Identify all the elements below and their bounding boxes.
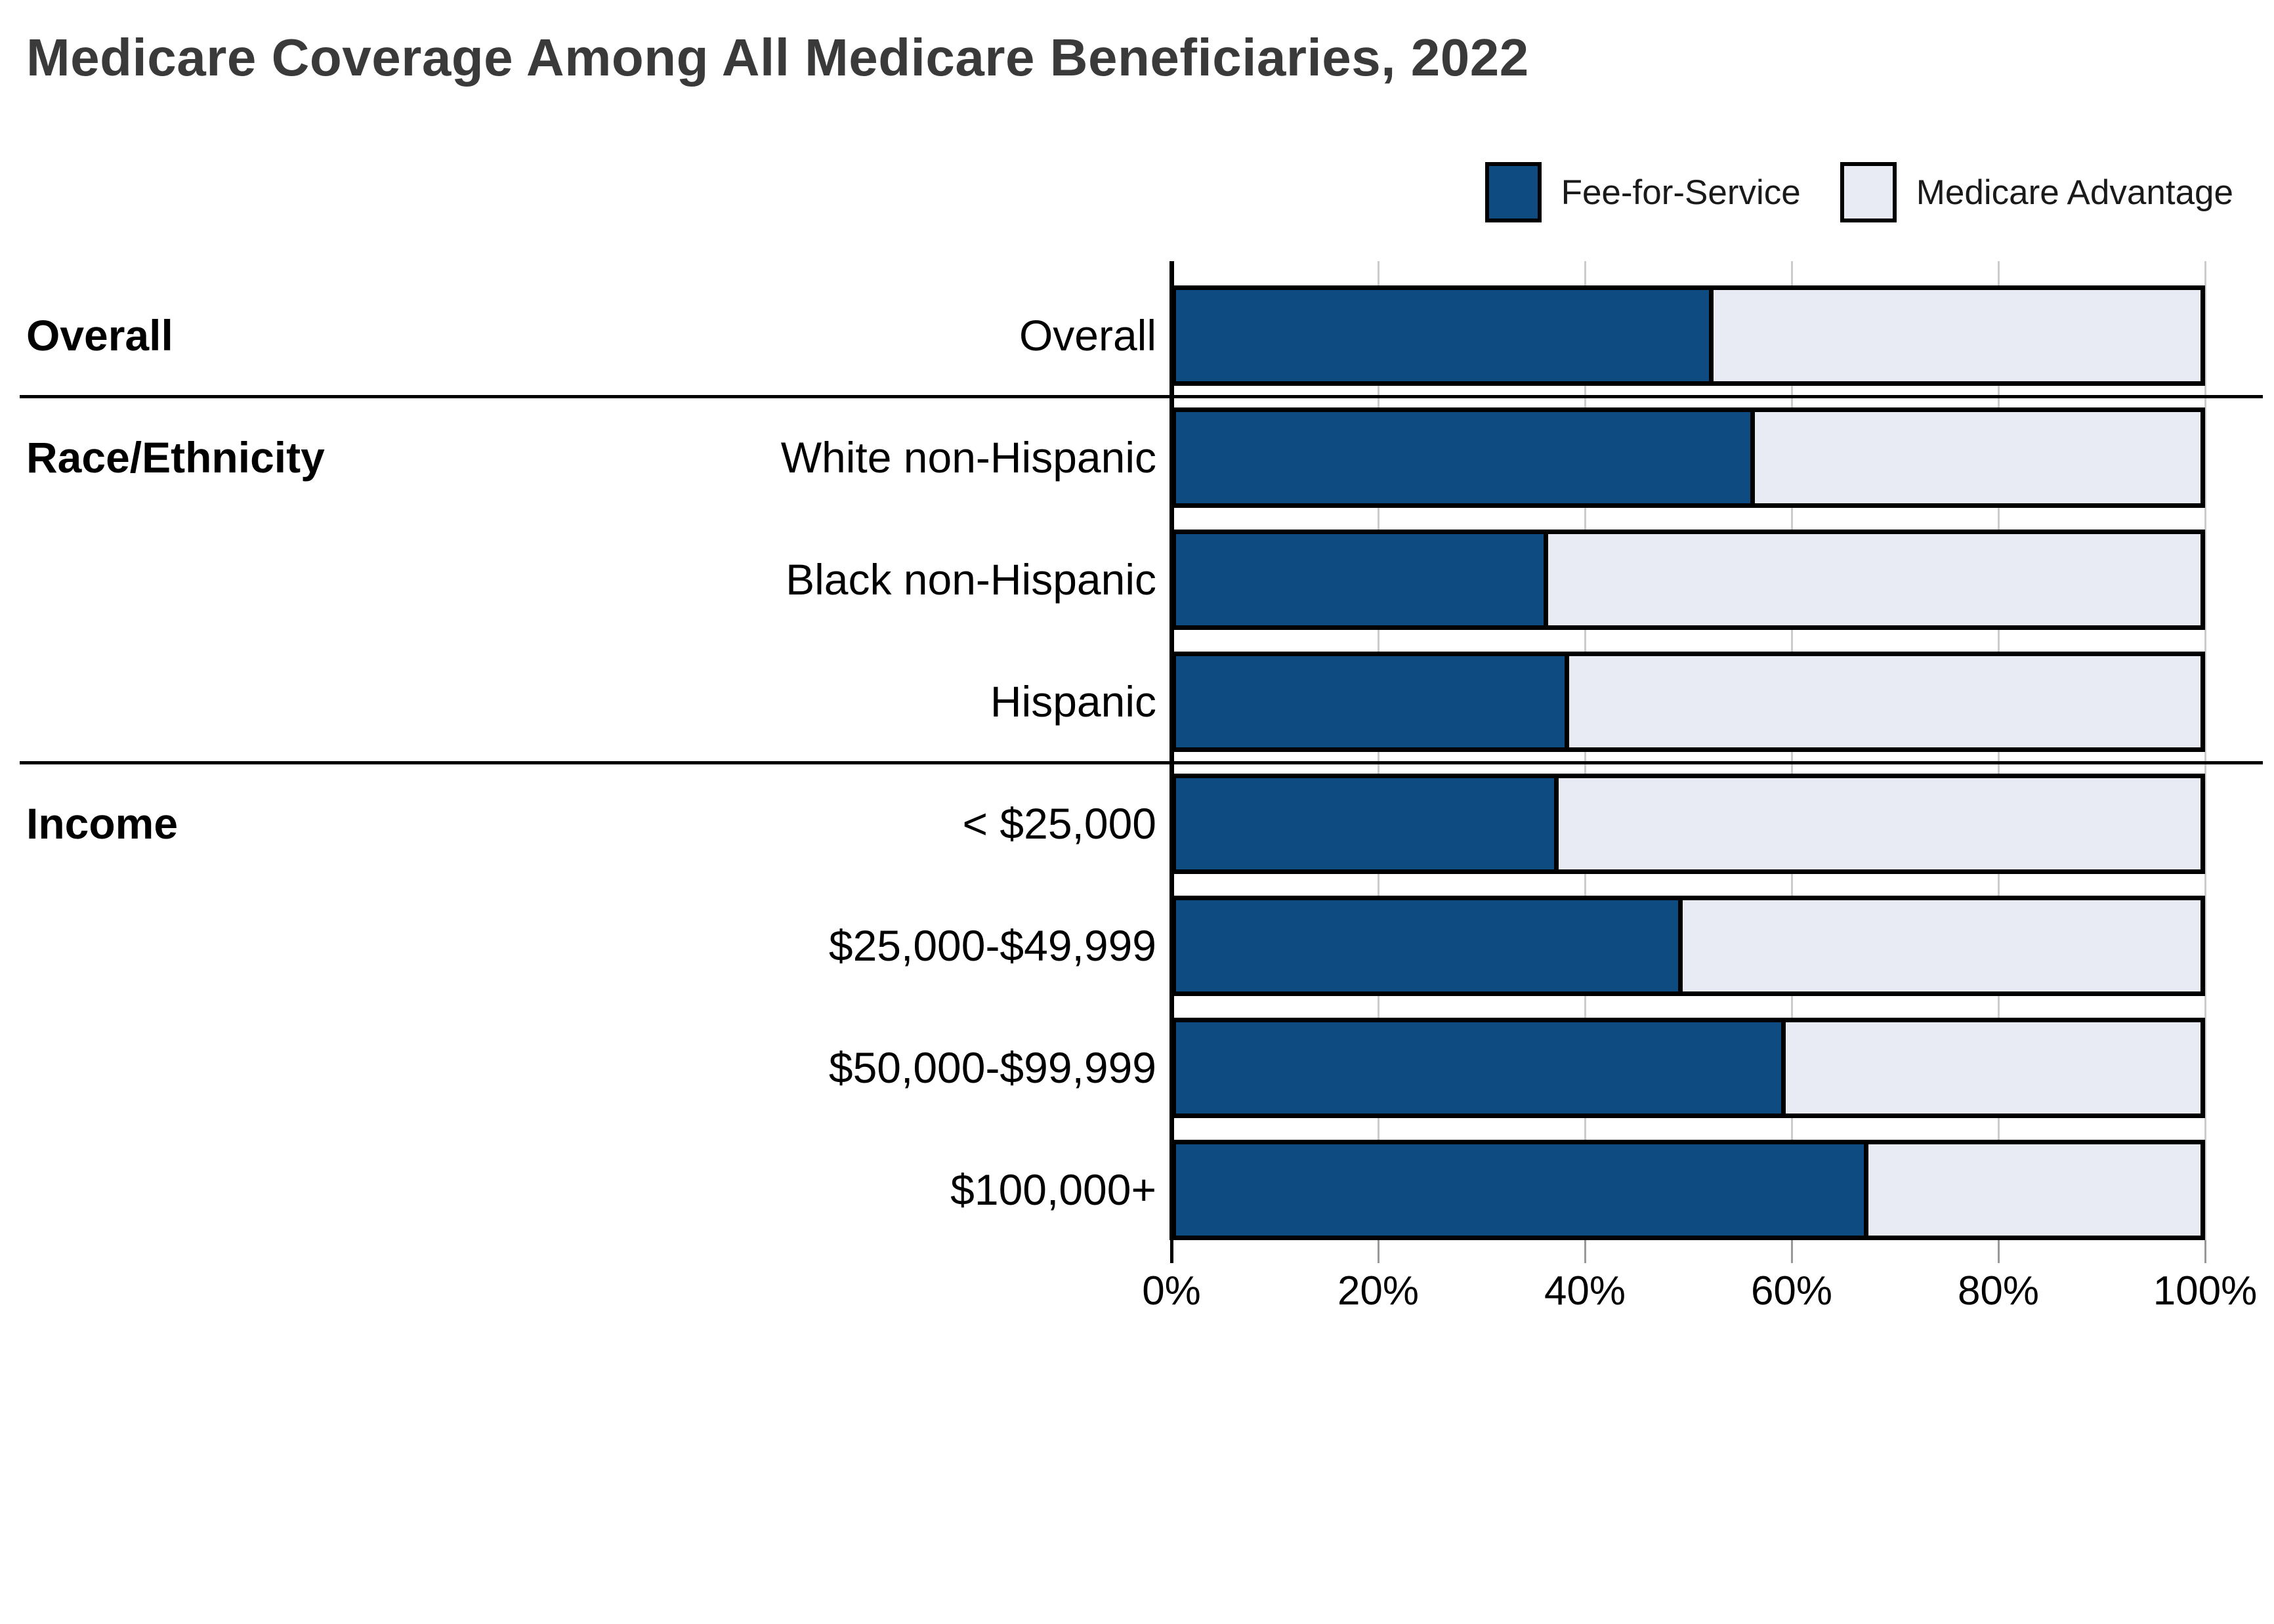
group-separator — [20, 395, 2263, 398]
row-label: Overall — [1019, 311, 1156, 360]
x-tick-label: 20% — [1337, 1268, 1420, 1314]
row-label: $100,000+ — [950, 1165, 1156, 1214]
x-tick-label: 100% — [2153, 1268, 2258, 1314]
x-tick-label: 80% — [1957, 1268, 2040, 1314]
x-tick-0 — [1169, 1240, 1173, 1263]
bar-row-6 — [1171, 896, 2205, 996]
row-label: $25,000-$49,999 — [828, 921, 1156, 970]
row-label: White non-Hispanic — [780, 433, 1156, 482]
x-tick-label: 0% — [1142, 1268, 1201, 1314]
x-tick-40 — [1584, 1240, 1586, 1263]
bar-row-5 — [1171, 774, 2205, 874]
bar-row-3 — [1171, 530, 2205, 630]
x-tick-60 — [1790, 1240, 1793, 1263]
legend-item-fee-for-service: Fee-for-Service — [1484, 162, 1801, 222]
y-axis-line — [1169, 261, 1174, 1240]
x-tick-label: 40% — [1544, 1268, 1626, 1314]
bar-row-7 — [1171, 1018, 2205, 1118]
x-tick-100 — [2204, 1240, 2206, 1263]
bar-segment-fee-for-service — [1176, 778, 1559, 869]
fee-for-service-swatch-icon — [1484, 162, 1542, 222]
bar-segment-fee-for-service — [1176, 656, 1569, 747]
legend-label: Medicare Advantage — [1916, 173, 2233, 212]
bar-row-1 — [1171, 285, 2205, 386]
x-tick-label: 60% — [1750, 1268, 1833, 1314]
legend: Fee-for-Service Medicare Advantage — [1484, 162, 2233, 222]
medicare-advantage-swatch-icon — [1840, 162, 1897, 222]
group-separator — [20, 761, 2263, 764]
bar-row-8 — [1171, 1140, 2205, 1240]
row-label: $50,000-$99,999 — [828, 1043, 1156, 1092]
row-label: Black non-Hispanic — [786, 555, 1156, 604]
bar-row-4 — [1171, 652, 2205, 752]
legend-label: Fee-for-Service — [1561, 173, 1801, 212]
bar-row-2 — [1171, 407, 2205, 508]
group-label: Income — [26, 799, 179, 848]
chart-title: Medicare Coverage Among All Medicare Ben… — [26, 28, 1529, 87]
group-label: Overall — [26, 311, 173, 360]
legend-item-medicare-advantage: Medicare Advantage — [1840, 162, 2233, 222]
bar-segment-fee-for-service — [1176, 1022, 1786, 1114]
x-tick-80 — [1997, 1240, 2000, 1263]
bar-segment-fee-for-service — [1176, 534, 1548, 625]
row-label: Hispanic — [990, 677, 1156, 726]
bar-segment-fee-for-service — [1176, 1144, 1869, 1236]
bar-segment-fee-for-service — [1176, 900, 1683, 991]
group-label: Race/Ethnicity — [26, 433, 325, 482]
row-label: < $25,000 — [962, 799, 1156, 848]
bar-segment-fee-for-service — [1176, 290, 1714, 381]
gridline-100 — [2204, 261, 2206, 1240]
bar-segment-fee-for-service — [1176, 412, 1755, 503]
x-tick-20 — [1377, 1240, 1379, 1263]
